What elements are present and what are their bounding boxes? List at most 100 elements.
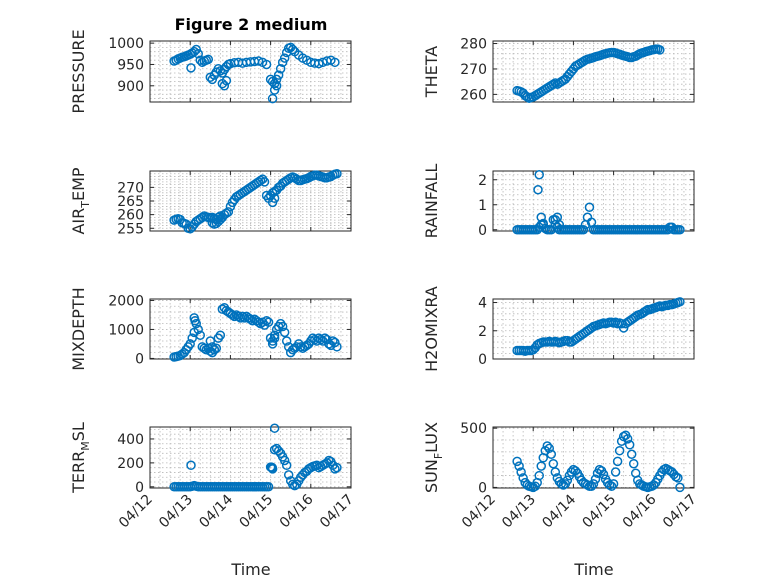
data-point [316, 334, 326, 345]
x-tick-label: 04/15 [237, 492, 277, 532]
y-axis-label: SUNFLUX [422, 422, 445, 493]
data-point [610, 317, 621, 328]
data-point [187, 333, 197, 343]
x-tick-label: 04/13 [156, 492, 196, 532]
data-point [612, 456, 623, 467]
data-point [259, 177, 270, 187]
data-point [221, 208, 232, 219]
data-point [195, 330, 205, 340]
y-tick-label: 2 [478, 173, 487, 189]
data-point [275, 63, 286, 74]
y-tick-label: 270 [117, 180, 144, 196]
subplot-theta: 260 270 280 THETA [422, 37, 695, 103]
data-point [267, 339, 278, 349]
y-tick-label: 265 [117, 194, 144, 210]
data-point [673, 473, 683, 483]
data-point [533, 185, 543, 195]
data-point [247, 315, 258, 326]
data-point [588, 479, 599, 489]
x-tick-label: 04/17 [660, 492, 700, 532]
data-point [261, 59, 272, 70]
data-point [624, 440, 635, 450]
data-point [269, 444, 280, 455]
data-point [626, 449, 637, 459]
subplot-h2omixra: 0 2 4 H2OMIXRA [422, 286, 695, 372]
y-tick-label: 0 [478, 480, 487, 496]
data-point [540, 223, 551, 234]
x-tick-label: 04/16 [277, 491, 317, 531]
data-point [518, 473, 528, 483]
y-tick-label: 2 [478, 324, 487, 340]
data-point [255, 175, 266, 186]
data-point [253, 56, 264, 66]
y-tick-label: 0 [478, 352, 487, 368]
data-point [548, 79, 559, 89]
data-point [269, 330, 280, 340]
y-tick-label: 280 [460, 37, 487, 53]
data-point [610, 467, 621, 477]
data-point [516, 467, 526, 477]
data-point [239, 313, 250, 323]
data-point [205, 336, 216, 346]
data-point [655, 45, 665, 55]
y-axis-label: H2OMIXRA [422, 286, 441, 372]
y-tick-label: 255 [117, 221, 144, 237]
y-tick-label: 1000 [108, 322, 144, 338]
data-point [584, 202, 595, 212]
y-tick-label: 260 [117, 208, 144, 224]
data-point [550, 467, 561, 477]
data-point [296, 342, 306, 352]
x-tick-label: 04/14 [196, 491, 236, 531]
y-tick-label: 200 [117, 456, 144, 472]
y-tick-label: 0 [478, 223, 487, 239]
data-point [261, 190, 272, 201]
data-point [245, 314, 256, 325]
axes-box [149, 40, 352, 103]
subplot-terr-msl: 0 200 400 04/12 04/13 04/14 04/15 04/16 04/17 TER… [69, 422, 357, 531]
y-axis-label: THETA [422, 46, 441, 98]
y-tick-label: 400 [117, 432, 144, 448]
y-axis-label: PRESSURE [69, 29, 88, 113]
data-point [205, 346, 216, 356]
data-point [257, 174, 268, 184]
y-tick-label: 0 [135, 480, 144, 496]
x-tick-label: 04/15 [580, 492, 620, 532]
data-point [534, 470, 544, 481]
x-tick-label: 04/12 [116, 492, 156, 532]
data-point [193, 324, 203, 335]
data-point [261, 315, 272, 326]
data-point [332, 462, 342, 473]
data-point [227, 310, 238, 320]
y-tick-label: 260 [460, 87, 487, 103]
data-point [606, 481, 617, 491]
data-point [267, 462, 277, 473]
data-point [536, 212, 546, 222]
data-point [186, 63, 196, 73]
data-point [213, 216, 224, 227]
data-point [271, 81, 282, 91]
data-point [287, 44, 298, 55]
y-tick-label: 900 [117, 79, 144, 95]
data-point [215, 214, 226, 225]
figure-title: Figure 2 medium [175, 15, 328, 34]
data-point [641, 306, 651, 316]
data-point [219, 81, 230, 91]
data-point [203, 54, 214, 65]
y-tick-label: 4 [478, 296, 487, 312]
data-point [237, 311, 248, 322]
x-tick-label: 04/17 [317, 492, 357, 532]
data-point [598, 469, 609, 480]
data-point [263, 317, 274, 327]
data-point [534, 170, 544, 180]
data-point [614, 445, 625, 456]
data-point [190, 315, 200, 326]
x-tick-label: 04/16 [620, 491, 660, 531]
data-point [185, 339, 195, 349]
y-axis-label: AIRTEMP [69, 167, 92, 234]
data-point [608, 479, 619, 489]
subplot-mixdepth: 0 1000 2000 MIXDEPTH [69, 287, 352, 371]
data-point [213, 212, 224, 223]
